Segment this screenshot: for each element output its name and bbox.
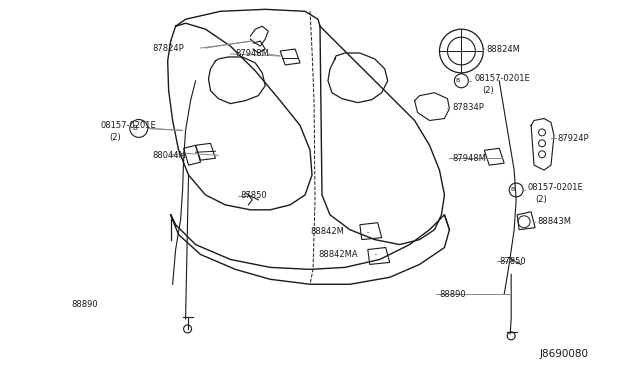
Text: 88843M: 88843M: [537, 217, 571, 226]
Text: 88842MA: 88842MA: [318, 250, 358, 259]
Text: (2): (2): [109, 133, 121, 142]
Text: B: B: [510, 187, 515, 192]
Text: 88044M: 88044M: [153, 151, 186, 160]
Text: 08157-0201E: 08157-0201E: [474, 74, 530, 83]
Text: 87948M: 87948M: [236, 49, 269, 58]
Text: 88824M: 88824M: [486, 45, 520, 54]
Text: B: B: [132, 125, 137, 131]
Text: (2): (2): [535, 195, 547, 204]
Text: (2): (2): [483, 86, 494, 95]
Text: 88890: 88890: [440, 290, 466, 299]
Text: 87924P: 87924P: [557, 134, 589, 143]
Text: 87850: 87850: [499, 257, 526, 266]
Text: 87948M: 87948M: [452, 154, 486, 163]
Text: 08157-0201E: 08157-0201E: [527, 183, 583, 192]
Text: 88890: 88890: [71, 299, 98, 309]
Text: 08157-0201E: 08157-0201E: [101, 121, 157, 130]
Text: 87834P: 87834P: [452, 103, 484, 112]
Text: 87850: 87850: [241, 192, 267, 201]
Text: J8690080: J8690080: [540, 349, 589, 359]
Text: 87824P: 87824P: [153, 44, 184, 52]
Text: B: B: [455, 78, 460, 83]
Text: 88842M: 88842M: [310, 227, 344, 236]
